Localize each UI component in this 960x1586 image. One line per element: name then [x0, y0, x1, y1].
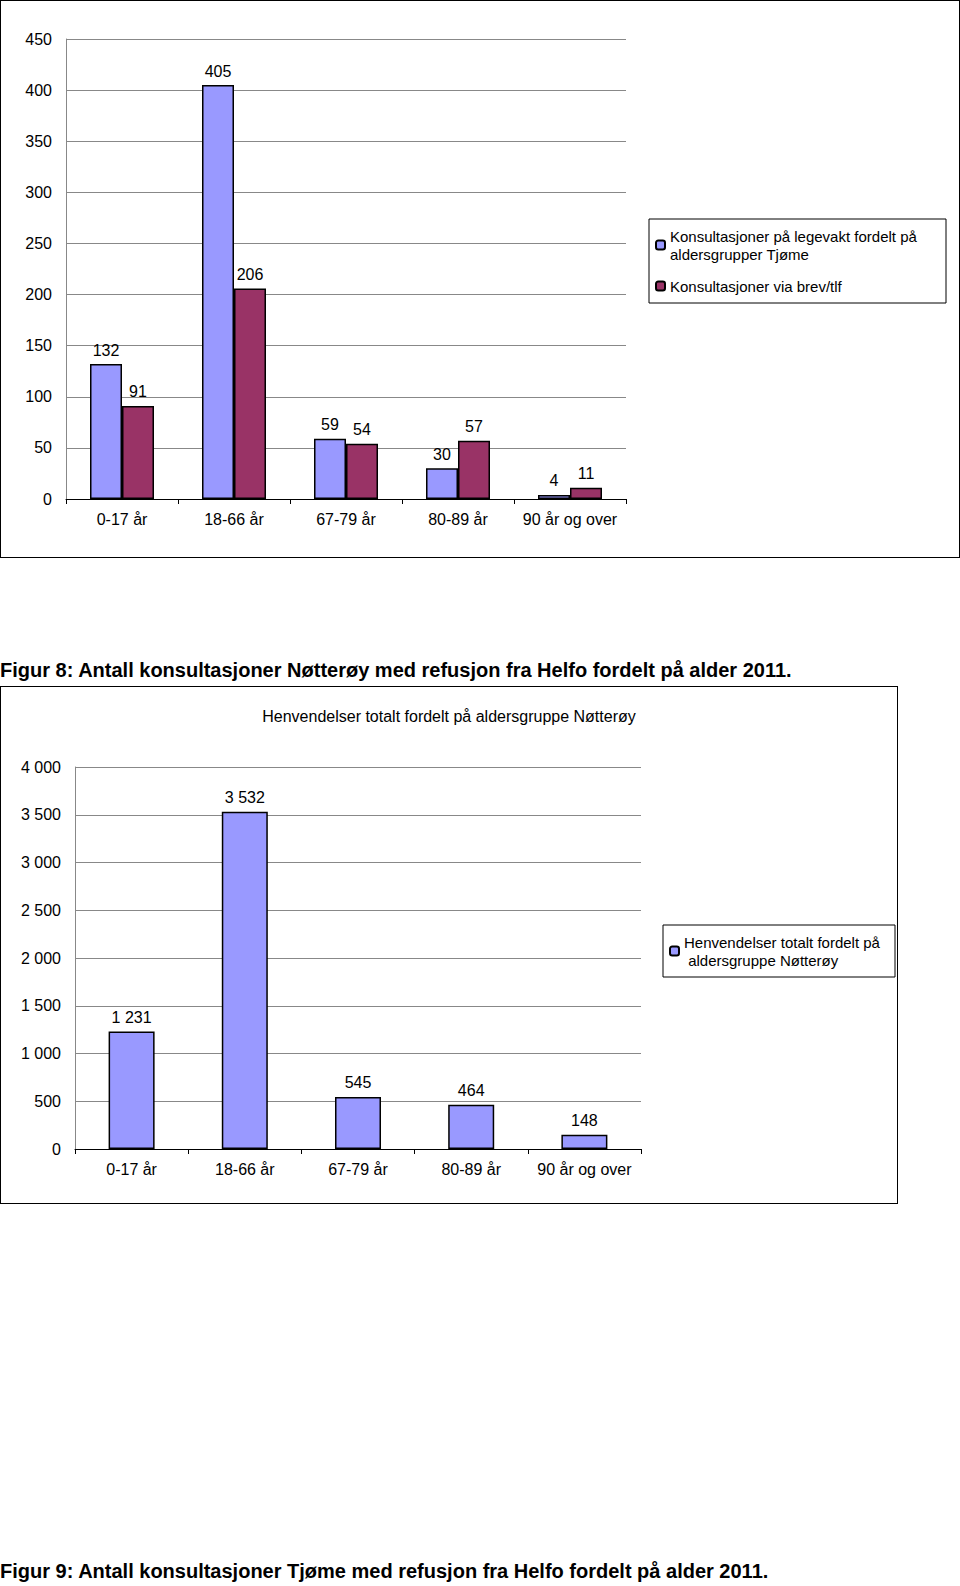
svg-text:0: 0 [52, 1141, 61, 1158]
svg-text:aldersgrupper Tjøme: aldersgrupper Tjøme [670, 246, 809, 263]
svg-text:Konsultasjoner via brev/tlf: Konsultasjoner via brev/tlf [670, 278, 843, 295]
svg-text:3 000: 3 000 [21, 854, 61, 871]
svg-text:132: 132 [93, 342, 120, 359]
svg-text:500: 500 [34, 1093, 61, 1110]
svg-text:0: 0 [43, 491, 52, 508]
svg-text:200: 200 [25, 286, 52, 303]
svg-text:206: 206 [237, 266, 264, 283]
svg-text:2 000: 2 000 [21, 950, 61, 967]
svg-text:18-66 år: 18-66 år [215, 1161, 275, 1178]
svg-text:30: 30 [433, 446, 451, 463]
svg-text:80-89 år: 80-89 år [441, 1161, 501, 1178]
svg-text:Henvendelser totalt fordelt på: Henvendelser totalt fordelt på [684, 934, 881, 951]
svg-text:150: 150 [25, 337, 52, 354]
svg-text:90 år og over: 90 år og over [537, 1161, 632, 1178]
svg-text:11: 11 [578, 465, 595, 482]
svg-text:80-89 år: 80-89 år [428, 511, 488, 528]
svg-text:100: 100 [25, 388, 52, 405]
svg-text:350: 350 [25, 133, 52, 150]
html-text:Figur 8: Antall konsultasjoner: Figur 8: Antall konsultasjoner Nøtterøy … [0, 659, 792, 681]
svg-text:4: 4 [550, 472, 559, 489]
svg-text:59: 59 [321, 416, 339, 433]
svg-text:3 500: 3 500 [21, 806, 61, 823]
svg-text:Henvendelser totalt fordelt på: Henvendelser totalt fordelt på aldersgru… [262, 708, 636, 725]
svg-text:50: 50 [34, 439, 52, 456]
svg-text:aldersgruppe Nøtterøy: aldersgruppe Nøtterøy [684, 952, 839, 969]
svg-text:67-79 år: 67-79 år [316, 511, 376, 528]
svg-text:300: 300 [25, 184, 52, 201]
svg-text:Konsultasjoner på legevakt for: Konsultasjoner på legevakt fordelt på [670, 228, 921, 245]
html-text:Figur 9: Antall konsultasjoner: Figur 9: Antall konsultasjoner Tjøme med… [0, 1560, 769, 1582]
svg-text:57: 57 [465, 418, 483, 435]
svg-text:18-66 år: 18-66 år [204, 511, 264, 528]
svg-text:450: 450 [25, 31, 52, 48]
svg-text:405: 405 [205, 63, 232, 80]
svg-text:90 år og over: 90 år og over [523, 511, 618, 528]
svg-text:3 532: 3 532 [225, 789, 265, 806]
svg-text:4 000: 4 000 [21, 759, 61, 776]
svg-text:67-79 år: 67-79 år [328, 1161, 388, 1178]
svg-text:400: 400 [25, 82, 52, 99]
svg-text:54: 54 [353, 421, 371, 438]
svg-text:91: 91 [129, 383, 147, 400]
svg-text:0-17 år: 0-17 år [106, 1161, 157, 1178]
svg-text:148: 148 [571, 1112, 598, 1129]
svg-text:1 500: 1 500 [21, 997, 61, 1014]
svg-text:250: 250 [25, 235, 52, 252]
svg-text:1 231: 1 231 [112, 1009, 152, 1026]
svg-text:464: 464 [458, 1082, 485, 1099]
svg-text:0-17 år: 0-17 år [97, 511, 148, 528]
svg-text:545: 545 [345, 1074, 372, 1091]
svg-text:2 500: 2 500 [21, 902, 61, 919]
svg-text:1 000: 1 000 [21, 1045, 61, 1062]
